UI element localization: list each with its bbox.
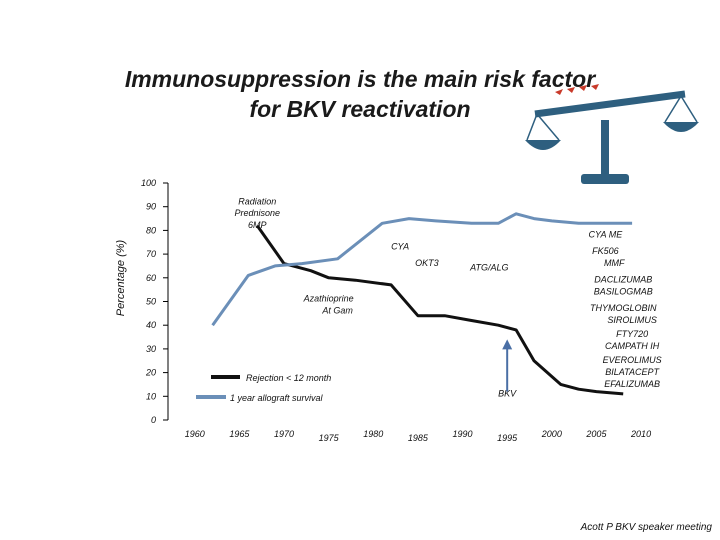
scale-left-string-1 (526, 113, 538, 141)
footer-credit: Acott P BKV speaker meeting (580, 522, 712, 533)
y-tick-label: 70 (146, 249, 156, 259)
x-tick-label: 2000 (541, 429, 562, 439)
x-tick-label: 1990 (453, 429, 473, 439)
x-tick-label: 1960 (185, 429, 205, 439)
annotation-label: SIROLIMUS (607, 315, 657, 325)
series-rejection-line (256, 224, 624, 396)
y-tick-label: 50 (146, 297, 156, 307)
annotation-label: Prednisone (234, 208, 280, 218)
scale-pillar (601, 120, 609, 180)
annotation-label: CYA (391, 241, 409, 251)
annotation-label: MMF (604, 258, 625, 268)
annotation-label: EVEROLIMUS (603, 355, 662, 365)
annotation-label: EFALIZUMAB (604, 379, 660, 389)
annotation-label: CAMPATH IH (605, 341, 660, 351)
scale-red-marks (555, 84, 599, 95)
y-tick-label: 40 (146, 320, 156, 330)
annotation-label: At Gam (321, 305, 353, 315)
y-axis: 0 10 20 30 40 50 60 70 80 90 100 (141, 178, 169, 425)
x-tick-label: 2010 (630, 429, 651, 439)
legend-label: Rejection < 12 month (246, 373, 331, 383)
annotation-label: THYMOGLOBIN (590, 303, 657, 313)
arrow-head (502, 339, 513, 350)
annotation-label: 6MP (248, 220, 267, 230)
annotation-label: OKT3 (415, 258, 439, 268)
y-tick-label: 20 (145, 368, 156, 378)
y-tick-label: 100 (141, 178, 156, 188)
scale-left-string-2 (536, 113, 560, 141)
series-graft-survival-line (211, 212, 633, 327)
annotation-label: BASILOGMAB (594, 286, 653, 296)
slide-title: Immunosuppression is the main risk facto… (60, 64, 660, 124)
annotation-label: FTY720 (616, 329, 648, 339)
x-axis: 1960 1965 1970 1975 1980 1985 1990 1995 2000 2005… (185, 429, 651, 443)
title-line-1: Immunosuppression is the main risk facto… (124, 66, 596, 92)
scale-left-pan (525, 140, 561, 150)
y-tick-label: 30 (146, 344, 156, 354)
x-tick-label: 1995 (497, 433, 518, 443)
scale-base (581, 174, 629, 184)
y-axis-label: Percentage (%) (115, 239, 127, 316)
scale-beam (534, 90, 686, 118)
balance-scale-icon (525, 84, 699, 184)
legend-label: 1 year allograft survival (230, 393, 324, 403)
annotation-label: Radiation (238, 196, 276, 206)
annotation-label: DACLIZUMAB (594, 275, 652, 285)
y-tick-label: 60 (146, 273, 156, 283)
series-lines (211, 212, 633, 396)
title-line-2: for BKV reactivation (249, 96, 471, 122)
annotation-label: FK506 (592, 246, 619, 256)
annotation-label: BILATACEPT (605, 367, 660, 377)
annotation-label: ATG/ALG (469, 263, 508, 273)
y-tick-label: 0 (151, 415, 156, 425)
scale-right-pan (663, 122, 699, 132)
x-tick-label: 1970 (274, 429, 294, 439)
scale-right-string-1 (664, 95, 682, 123)
x-tick-label: 1980 (363, 429, 383, 439)
bkv-arrow (502, 339, 513, 392)
legend: Rejection < 12 month 1 year allograft sur… (196, 373, 331, 403)
annotation-label: CYA ME (589, 230, 624, 240)
y-tick-label: 10 (146, 391, 156, 401)
annotation-label: BKV (498, 388, 517, 398)
x-tick-label: 1975 (319, 433, 340, 443)
x-tick-label: 1965 (229, 429, 250, 439)
annotation-label: Azathioprine (303, 294, 354, 304)
y-tick-label: 80 (146, 225, 156, 235)
scale-right-string-2 (680, 95, 698, 123)
x-tick-label: 1985 (408, 433, 429, 443)
x-tick-label: 2005 (585, 429, 607, 439)
y-tick-label: 90 (146, 202, 156, 212)
